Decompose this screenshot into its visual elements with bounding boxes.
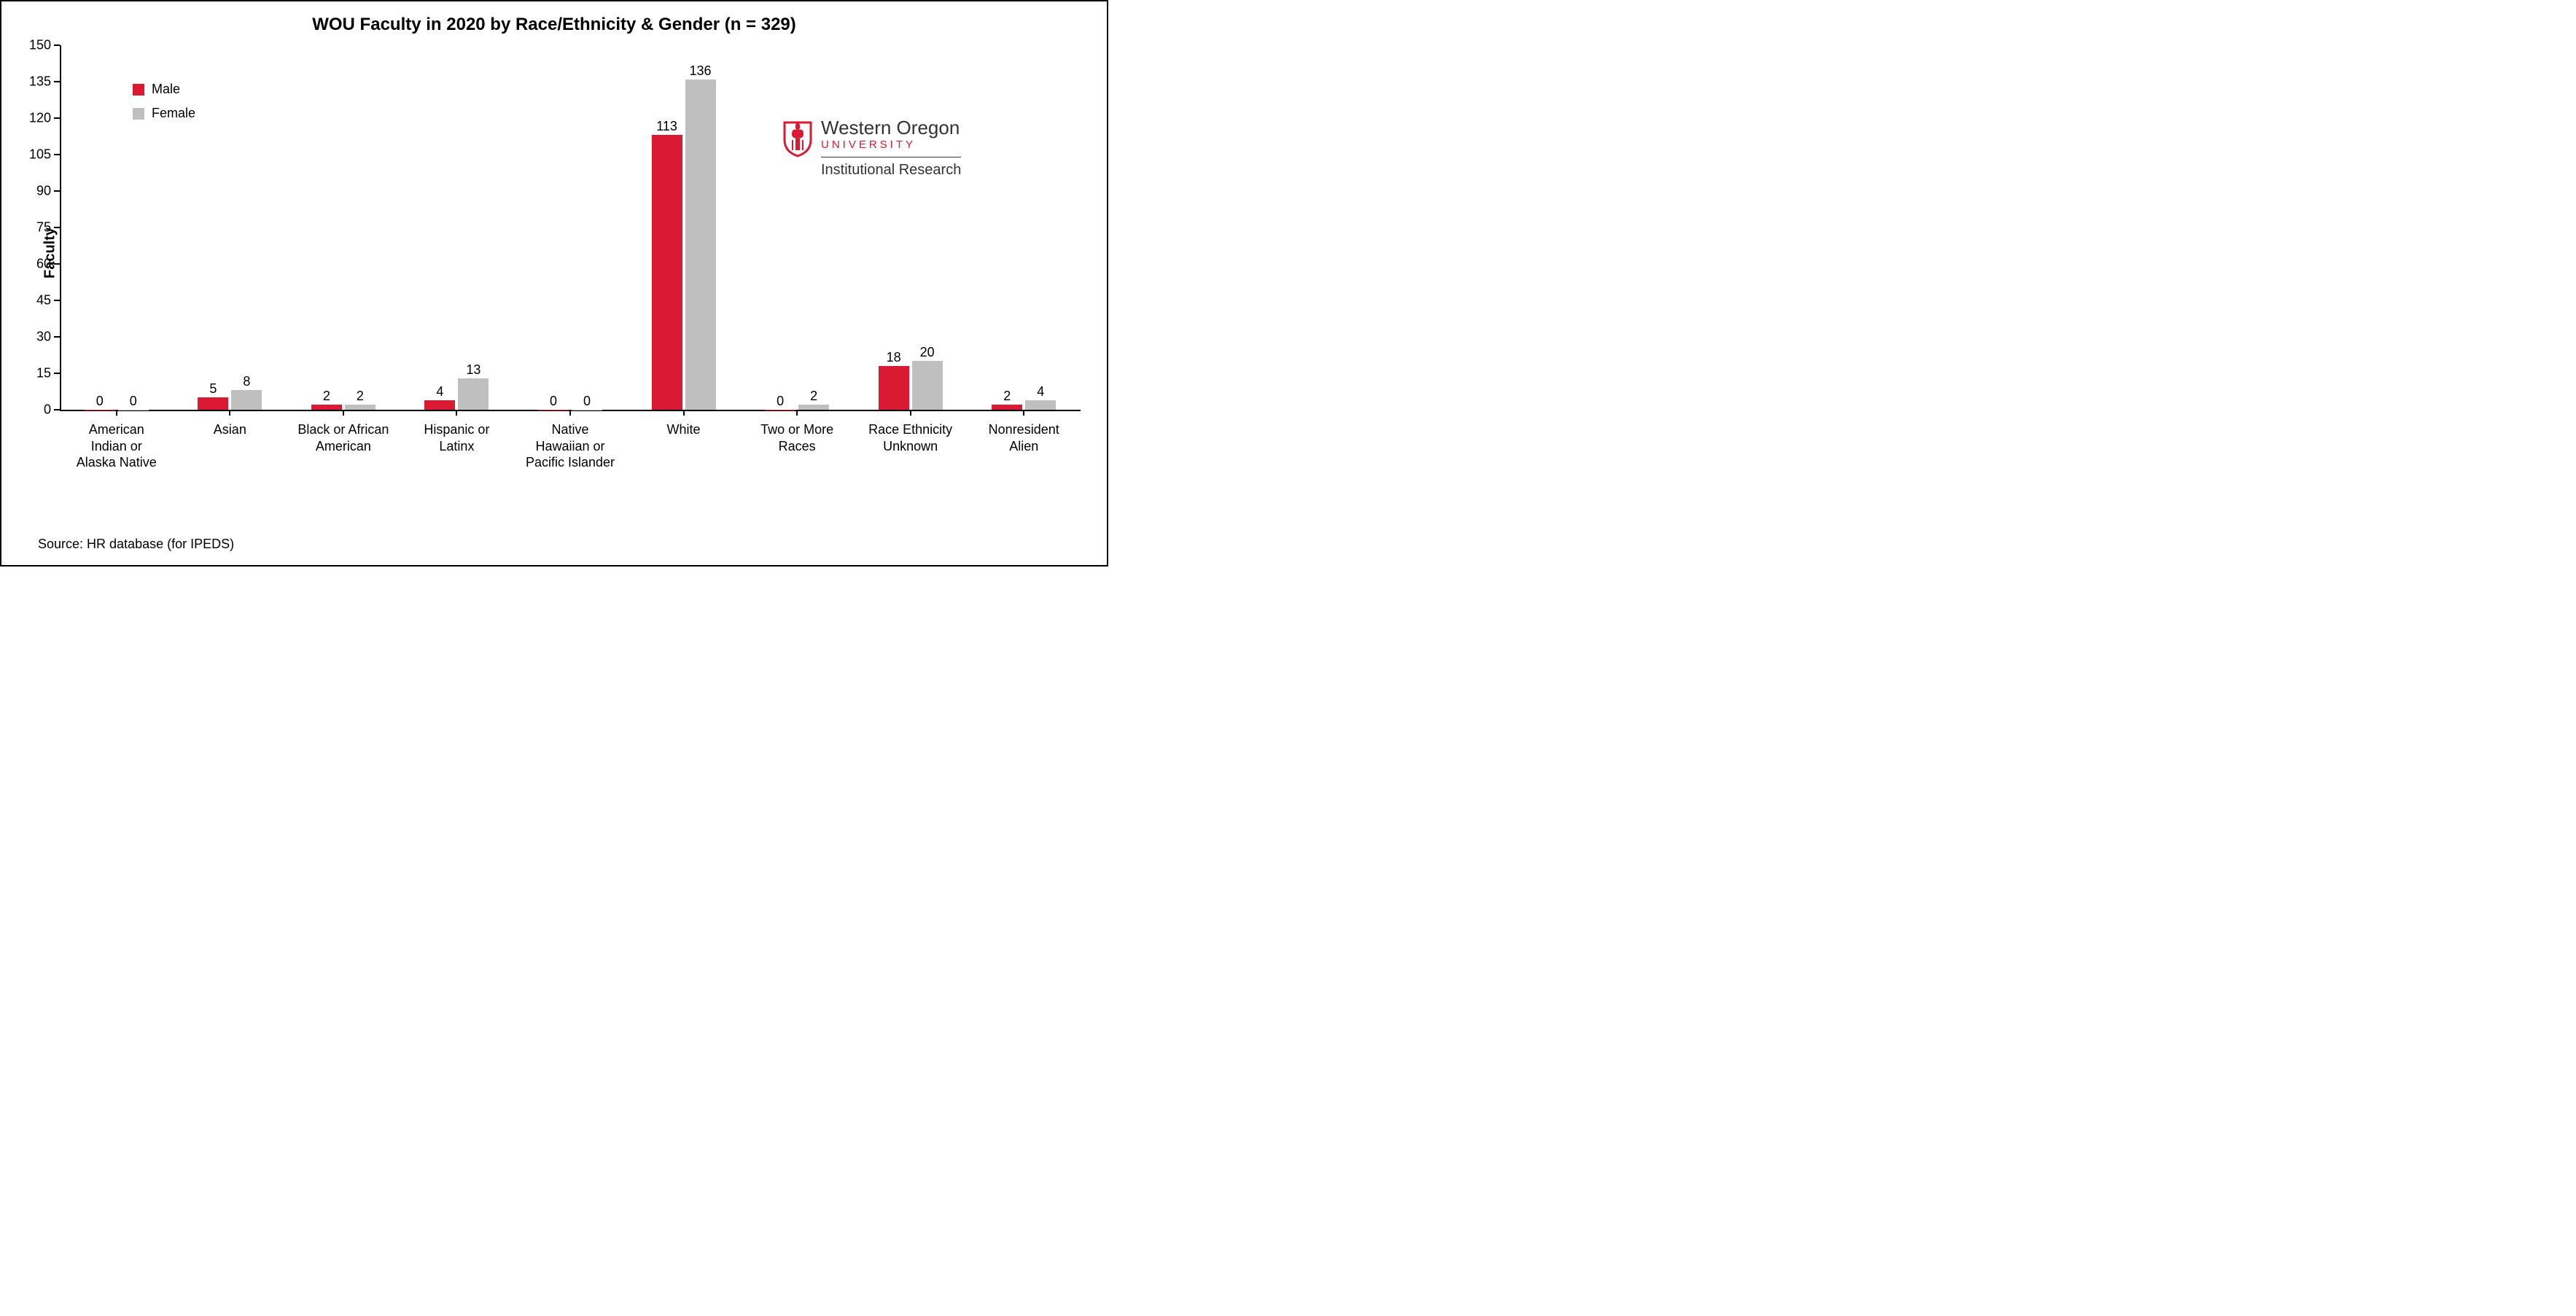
legend-swatch-female bbox=[133, 108, 144, 120]
y-tick bbox=[54, 81, 60, 82]
x-tick-label: Black or AfricanAmerican bbox=[287, 421, 400, 454]
bar-male bbox=[311, 405, 342, 410]
y-tick-label: 60 bbox=[25, 257, 51, 272]
legend-label-male: Male bbox=[152, 82, 180, 97]
y-tick-label: 105 bbox=[25, 147, 51, 163]
torch-shield-icon bbox=[782, 118, 814, 157]
y-tick-label: 135 bbox=[25, 74, 51, 90]
y-tick-label: 45 bbox=[25, 293, 51, 308]
y-tick-label: 120 bbox=[25, 111, 51, 126]
legend-item-female: Female bbox=[133, 106, 195, 121]
x-tick bbox=[229, 410, 230, 416]
bar-value-label: 2 bbox=[810, 389, 817, 404]
x-tick bbox=[116, 410, 117, 416]
bar-value-label: 2 bbox=[1003, 389, 1011, 404]
x-tick-label: White bbox=[627, 421, 741, 438]
y-tick-label: 15 bbox=[25, 366, 51, 381]
bar-value-label: 8 bbox=[243, 374, 250, 389]
bar-value-label: 0 bbox=[96, 394, 104, 409]
y-tick bbox=[54, 409, 60, 410]
x-tick-label: AmericanIndian orAlaska Native bbox=[60, 421, 174, 471]
bar-male bbox=[198, 397, 228, 410]
source-note: Source: HR database (for IPEDS) bbox=[38, 537, 234, 552]
y-tick bbox=[54, 44, 60, 46]
bar-value-label: 0 bbox=[130, 394, 137, 409]
bar-female bbox=[458, 378, 489, 410]
y-axis-line bbox=[60, 45, 61, 410]
chart-area: Faculty 0153045607590105120135150 Americ… bbox=[60, 45, 1081, 461]
bar-value-label: 18 bbox=[887, 350, 901, 365]
logo-dept-text: Institutional Research bbox=[821, 162, 961, 179]
bar-value-label: 20 bbox=[920, 345, 935, 360]
x-tick bbox=[683, 410, 685, 416]
y-tick bbox=[54, 117, 60, 119]
x-tick bbox=[343, 410, 344, 416]
y-tick-label: 90 bbox=[25, 184, 51, 199]
y-tick bbox=[54, 190, 60, 192]
bar-male bbox=[992, 405, 1022, 410]
y-tick-label: 75 bbox=[25, 220, 51, 235]
legend-item-male: Male bbox=[133, 82, 195, 97]
x-tick-label: Race EthnicityUnknown bbox=[854, 421, 968, 454]
x-tick bbox=[1023, 410, 1024, 416]
x-tick-label: NonresidentAlien bbox=[967, 421, 1081, 454]
y-tick-label: 150 bbox=[25, 38, 51, 53]
bar-female bbox=[798, 405, 829, 410]
x-tick bbox=[796, 410, 798, 416]
x-tick-label: NativeHawaiian orPacific Islander bbox=[513, 421, 627, 471]
bar-value-label: 0 bbox=[777, 394, 784, 409]
x-tick-label: Asian bbox=[174, 421, 287, 438]
bar-female bbox=[231, 390, 262, 410]
legend-label-female: Female bbox=[152, 106, 195, 121]
university-logo: Western Oregon UNIVERSITY Institutional … bbox=[782, 118, 1044, 179]
y-tick-label: 0 bbox=[25, 402, 51, 418]
bar-female bbox=[912, 361, 943, 410]
bar-value-label: 0 bbox=[550, 394, 557, 409]
bar-female bbox=[685, 79, 716, 410]
bar-male bbox=[879, 366, 909, 410]
logo-sub-text: UNIVERSITY bbox=[821, 139, 961, 151]
bar-male bbox=[424, 400, 455, 410]
bar-value-label: 0 bbox=[583, 394, 591, 409]
x-tick bbox=[456, 410, 457, 416]
y-tick bbox=[54, 263, 60, 265]
y-tick bbox=[54, 336, 60, 338]
y-tick-label: 30 bbox=[25, 330, 51, 345]
bar-value-label: 4 bbox=[1037, 384, 1044, 400]
x-tick-label: Two or MoreRaces bbox=[740, 421, 854, 454]
bar-male bbox=[652, 135, 682, 410]
y-tick bbox=[54, 373, 60, 374]
bar-value-label: 2 bbox=[323, 389, 330, 404]
bar-value-label: 136 bbox=[690, 63, 712, 79]
bar-value-label: 113 bbox=[656, 119, 677, 134]
logo-main-text: Western Oregon bbox=[821, 118, 961, 137]
y-tick bbox=[54, 154, 60, 155]
chart-title: WOU Faculty in 2020 by Race/Ethnicity & … bbox=[1, 1, 1107, 35]
x-tick bbox=[910, 410, 911, 416]
x-tick-label: Hispanic orLatinx bbox=[400, 421, 514, 454]
bar-value-label: 5 bbox=[209, 381, 217, 397]
bar-value-label: 4 bbox=[436, 384, 443, 400]
bar-female bbox=[1025, 400, 1056, 410]
x-tick bbox=[569, 410, 571, 416]
legend-swatch-male bbox=[133, 84, 144, 96]
bar-value-label: 13 bbox=[466, 362, 480, 378]
bar-value-label: 2 bbox=[357, 389, 364, 404]
y-tick bbox=[54, 227, 60, 228]
legend: Male Female bbox=[133, 82, 195, 130]
y-tick bbox=[54, 300, 60, 301]
bar-female bbox=[345, 405, 375, 410]
